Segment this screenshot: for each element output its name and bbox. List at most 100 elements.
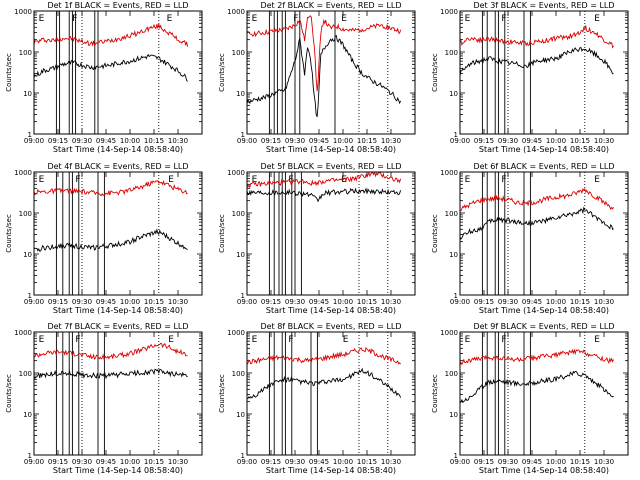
y-tick-label: 10 <box>236 411 245 419</box>
event-marker-label: F <box>501 14 506 24</box>
y-tick-label: 1 <box>454 292 458 300</box>
event-marker-label: E <box>168 175 174 185</box>
lld-series-line <box>459 24 614 49</box>
x-axis-label: Start Time (14-Sep-14 08:58:40) <box>53 466 183 475</box>
x-tick-label: 09:00 <box>24 458 44 466</box>
y-tick-label: 1000 <box>14 169 32 177</box>
event-marker-label: F <box>75 175 80 185</box>
events-series-line <box>33 228 188 252</box>
lld-series-line <box>33 23 189 47</box>
y-axis-label: Counts/sec <box>218 53 226 92</box>
x-tick-label: 10:15 <box>144 137 164 145</box>
detector-panel-7: Det 7f BLACK = Events, RED = LLD Counts/s… <box>5 322 203 475</box>
panel-title: Det 9f BLACK = Events, RED = LLD <box>473 322 614 331</box>
x-tick-label: 10:00 <box>333 458 353 466</box>
event-marker-label: E <box>465 175 471 185</box>
y-tick-label: 100 <box>445 210 458 218</box>
x-tick-label: 10:00 <box>120 298 140 306</box>
x-tick-label: 09:45 <box>522 137 542 145</box>
x-tick-label: 10:30 <box>168 137 188 145</box>
plot-frame <box>33 10 203 135</box>
x-tick-label: 09:15 <box>48 458 68 466</box>
y-tick-label: 1 <box>241 452 245 460</box>
y-axis-label: Counts/sec <box>218 214 226 253</box>
x-tick-label: 10:00 <box>546 137 566 145</box>
panel-title: Det 1f BLACK = Events, RED = LLD <box>47 1 188 10</box>
y-tick-label: 10 <box>23 90 32 98</box>
y-axis-label: Counts/sec <box>431 374 439 413</box>
events-series-line <box>459 47 614 76</box>
x-tick-label: 09:15 <box>261 137 281 145</box>
y-tick-label: 100 <box>19 210 32 218</box>
event-marker-label: F <box>75 335 80 345</box>
y-tick-label: 1000 <box>14 329 32 337</box>
x-tick-label: 09:30 <box>72 298 92 306</box>
x-tick-label: 09:00 <box>24 137 44 145</box>
x-tick-label: 09:30 <box>72 458 92 466</box>
y-axis-label: Counts/sec <box>431 214 439 253</box>
x-tick-label: 09:45 <box>309 458 329 466</box>
event-marker-label: F <box>288 335 293 345</box>
event-marker-label: F <box>72 14 77 24</box>
x-tick-label: 10:00 <box>333 137 353 145</box>
x-tick-label: 10:30 <box>381 458 401 466</box>
x-tick-label: 10:00 <box>333 298 353 306</box>
event-marker-label: E <box>343 335 349 345</box>
panel-title: Det 6f BLACK = Events, RED = LLD <box>473 162 614 171</box>
x-tick-label: 09:00 <box>237 298 257 306</box>
event-marker-label: E <box>252 14 258 24</box>
x-axis-label: Start Time (14-Sep-14 08:58:40) <box>266 145 396 154</box>
plot-frame <box>459 10 629 135</box>
event-marker-label: F <box>293 14 298 24</box>
x-tick-label: 10:00 <box>120 137 140 145</box>
x-tick-label: 09:30 <box>285 137 305 145</box>
x-tick-label: 10:00 <box>120 458 140 466</box>
x-tick-label: 09:30 <box>285 298 305 306</box>
x-tick-label: 09:30 <box>285 458 305 466</box>
x-tick-label: 10:00 <box>546 458 566 466</box>
events-series-line <box>33 368 188 380</box>
y-tick-label: 100 <box>19 49 32 57</box>
event-marker-label: E <box>252 175 258 185</box>
y-axis-label: Counts/sec <box>5 53 13 92</box>
event-marker-label: E <box>168 335 174 345</box>
x-tick-label: 09:45 <box>96 137 116 145</box>
lld-series-line <box>459 187 614 212</box>
x-tick-label: 09:45 <box>522 298 542 306</box>
event-marker-label: F <box>501 175 506 185</box>
x-tick-label: 10:30 <box>168 458 188 466</box>
event-marker-label: E <box>39 175 45 185</box>
detector-panel-5: Det 5f BLACK = Events, RED = LLD Counts/s… <box>218 162 416 315</box>
x-tick-label: 09:30 <box>498 298 518 306</box>
panel-title: Det 7f BLACK = Events, RED = LLD <box>47 322 188 331</box>
x-tick-label: 09:00 <box>237 458 257 466</box>
events-series-line <box>246 187 402 203</box>
detector-panel-8: Det 8f BLACK = Events, RED = LLD Counts/s… <box>218 322 416 475</box>
y-tick-label: 1 <box>454 452 458 460</box>
panel-title: Det 2f BLACK = Events, RED = LLD <box>260 1 401 10</box>
lld-series-line <box>246 346 401 365</box>
event-marker-label: E <box>39 335 45 345</box>
y-tick-label: 10 <box>449 251 458 259</box>
plot-frame <box>246 171 416 296</box>
panel-title: Det 8f BLACK = Events, RED = LLD <box>260 322 401 331</box>
x-tick-label: 10:30 <box>168 298 188 306</box>
y-tick-label: 10 <box>23 251 32 259</box>
x-tick-label: 09:15 <box>261 298 281 306</box>
detector-panel-4: Det 4f BLACK = Events, RED = LLD Counts/s… <box>5 162 203 315</box>
x-tick-label: 10:00 <box>546 298 566 306</box>
events-series-line <box>246 367 402 399</box>
y-tick-label: 1 <box>241 292 245 300</box>
x-tick-label: 09:45 <box>309 298 329 306</box>
y-tick-label: 10 <box>236 251 245 259</box>
y-tick-label: 10 <box>23 411 32 419</box>
event-marker-label: E <box>39 14 45 24</box>
y-tick-label: 1 <box>28 292 32 300</box>
events-series-line <box>459 206 614 240</box>
x-tick-label: 09:15 <box>48 137 68 145</box>
plot-frame <box>33 171 203 296</box>
event-marker-label: E <box>167 14 173 24</box>
event-marker-label: E <box>341 14 347 24</box>
event-marker-label: E <box>465 14 471 24</box>
panel-title: Det 5f BLACK = Events, RED = LLD <box>260 162 401 171</box>
